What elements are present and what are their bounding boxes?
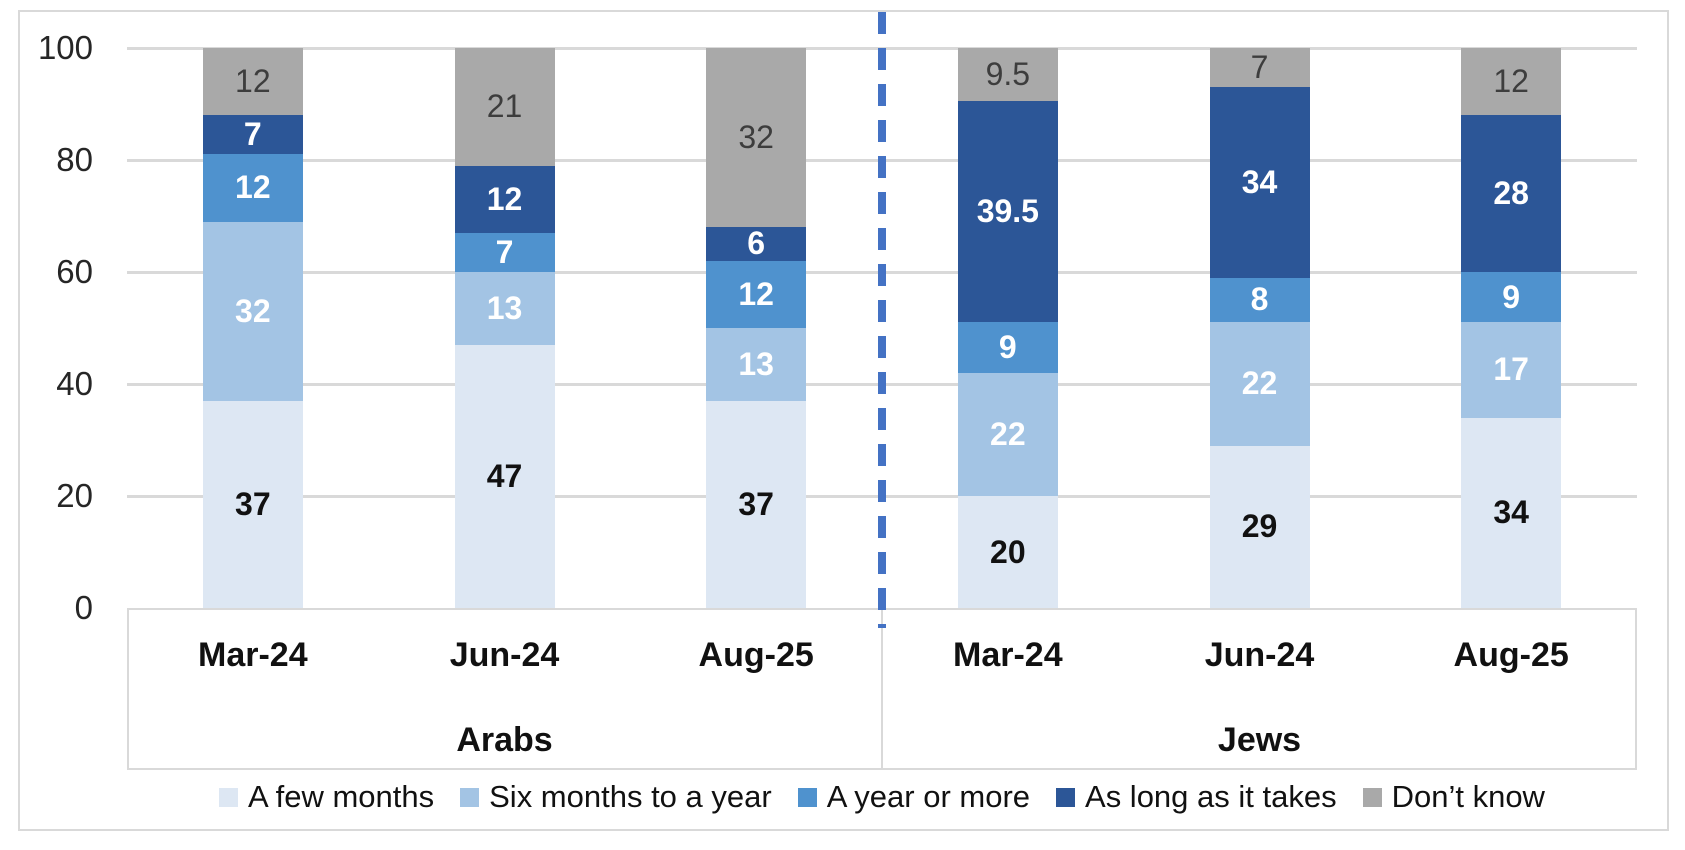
legend-swatch-icon <box>1056 787 1076 807</box>
bar-segment: 20 <box>957 496 1058 608</box>
bar-value-label: 9 <box>998 329 1017 366</box>
x-axis-category-label: Aug-25 <box>698 636 814 674</box>
bar-value-label: 13 <box>738 345 774 382</box>
legend-item: A year or more <box>797 779 1031 815</box>
bar-value-label: 12 <box>486 180 523 217</box>
legend-item: As long as it takes <box>1056 779 1337 815</box>
bar-segment: 9 <box>957 322 1058 373</box>
group-separator-dashed-line <box>878 12 886 628</box>
bar-segment: 9.5 <box>957 48 1058 102</box>
bar-segment: 28 <box>1461 115 1562 272</box>
bar-segment: 9 <box>1461 272 1562 323</box>
bar-segment: 32 <box>706 48 807 228</box>
bar-value-label: 7 <box>1250 49 1269 86</box>
bar-segment: 34 <box>1209 87 1310 278</box>
bar-value-label: 7 <box>243 116 262 153</box>
bar-value-label: 17 <box>1493 351 1529 388</box>
bar-value-label: 37 <box>738 485 774 522</box>
bar-value-label: 22 <box>990 415 1026 452</box>
bar-segment: 12 <box>202 48 303 116</box>
x-axis-group-divider <box>881 608 883 770</box>
bar-value-label: 28 <box>1493 175 1529 212</box>
legend: A few months Six months to a year A year o… <box>127 774 1637 820</box>
legend-swatch-icon <box>460 787 480 807</box>
bar-segment: 37 <box>706 400 807 608</box>
bar-value-label: 9.5 <box>985 56 1031 93</box>
y-axis-tick-label: 20 <box>56 477 93 514</box>
x-axis-category-label: Mar-24 <box>198 636 308 674</box>
bar-segment: 12 <box>1461 48 1562 116</box>
x-axis-category-label: Jun-24 <box>449 636 560 674</box>
bar-segment: 8 <box>1209 277 1310 323</box>
legend-label: A few months <box>248 779 435 814</box>
bar-segment: 13 <box>454 272 555 345</box>
bar-segment: 21 <box>454 48 555 166</box>
bar-segment: 7 <box>202 115 303 155</box>
bar-segment: 12 <box>454 165 555 233</box>
bar-segment: 12 <box>202 154 303 222</box>
bar-value-label: 13 <box>486 289 523 326</box>
bar-value-label: 47 <box>486 457 523 494</box>
legend-swatch-icon <box>219 787 239 807</box>
legend-label: As long as it takes <box>1085 779 1337 814</box>
bar-value-label: 12 <box>738 275 774 312</box>
bar-value-label: 32 <box>738 119 774 156</box>
legend-item: Six months to a year <box>460 779 772 815</box>
y-axis-tick-label: 40 <box>56 365 93 402</box>
y-axis-tick-label: 100 <box>37 29 93 66</box>
x-axis-group-label: Arabs <box>456 721 553 759</box>
bar-segment: 22 <box>957 372 1058 496</box>
bar-segment: 7 <box>1209 48 1310 88</box>
bar-segment: 47 <box>454 344 555 608</box>
bar-value-label: 21 <box>486 88 523 125</box>
bar-value-label: 9 <box>1502 278 1521 315</box>
bar-segment: 29 <box>1209 445 1310 608</box>
bar-value-label: 22 <box>1241 365 1278 402</box>
legend-label: Don’t know <box>1391 779 1545 814</box>
x-axis-category-label: Mar-24 <box>953 636 1063 674</box>
bar-segment: 17 <box>1461 322 1562 418</box>
legend-item: A few months <box>219 779 434 815</box>
bar-value-label: 34 <box>1493 494 1529 531</box>
bar-value-label: 39.5 <box>976 193 1039 230</box>
bar-value-label: 34 <box>1241 163 1278 200</box>
legend-label: Six months to a year <box>489 779 772 814</box>
bar-value-label: 29 <box>1241 508 1278 545</box>
bar-segment: 13 <box>706 328 807 401</box>
x-axis-category-label: Jun-24 <box>1204 636 1315 674</box>
bar-value-label: 12 <box>1493 63 1529 100</box>
x-axis-category-label: Aug-25 <box>1453 636 1569 674</box>
x-axis-group-label: Jews <box>1217 721 1302 759</box>
bar-segment: 32 <box>202 221 303 401</box>
bar-value-label: 12 <box>235 169 271 206</box>
bar-value-label: 20 <box>990 533 1026 570</box>
bar-segment: 37 <box>202 400 303 608</box>
bar-segment: 22 <box>1209 322 1310 446</box>
bar-segment: 6 <box>706 225 807 262</box>
y-axis-tick-label: 0 <box>74 589 93 626</box>
legend-item: Don’t know <box>1362 779 1545 815</box>
bar-value-label: 37 <box>235 485 271 522</box>
bar-segment: 34 <box>1461 417 1562 608</box>
bar-segment: 12 <box>706 260 807 328</box>
legend-swatch-icon <box>1362 787 1382 807</box>
bar-value-label: 6 <box>747 225 766 262</box>
y-axis-tick-label: 80 <box>56 141 93 178</box>
legend-label: A year or more <box>826 779 1031 814</box>
legend-swatch-icon <box>797 787 817 807</box>
bar-value-label: 32 <box>235 292 271 329</box>
bar-segment: 39.5 <box>957 101 1058 323</box>
bar-segment: 7 <box>454 232 555 272</box>
bar-value-label: 7 <box>495 233 514 270</box>
y-axis-tick-label: 60 <box>56 253 93 290</box>
bar-value-label: 12 <box>235 63 271 100</box>
bar-value-label: 8 <box>1250 281 1269 318</box>
